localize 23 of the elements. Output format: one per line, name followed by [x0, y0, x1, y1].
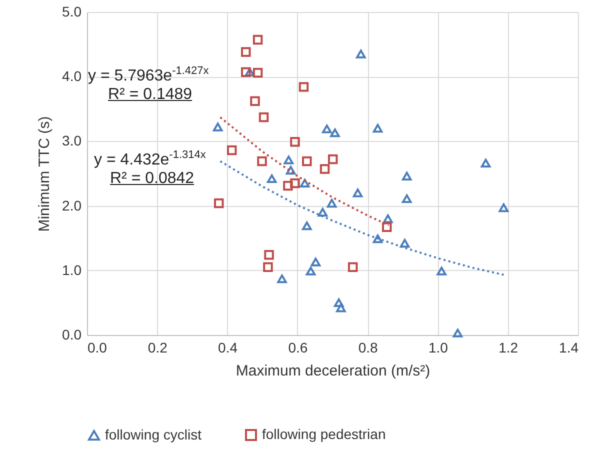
y-tick-label: 5.0 — [62, 4, 82, 20]
y-tick-label: 0.0 — [62, 326, 82, 342]
annotation: y = 4.432e$^{-1.314x}$ — [94, 148, 206, 170]
legend-label: following pedestrian — [262, 426, 386, 442]
x-tick-label: 1.4 — [559, 340, 579, 356]
annotation: R² = 0.0842 — [110, 170, 194, 188]
x-tick-label: 0.6 — [288, 340, 308, 356]
line-series — [219, 160, 506, 276]
x-tick-label: 0.0 — [88, 340, 108, 356]
y-axis-title: Minimum TTC (s) — [36, 116, 54, 232]
legend-label: following cyclist — [105, 426, 202, 442]
y-tick-label: 1.0 — [62, 262, 82, 278]
x-tick-label: 1.0 — [428, 340, 448, 356]
x-tick-label: 0.8 — [358, 340, 378, 356]
y-tick-label: 3.0 — [62, 132, 82, 149]
x-tick-label: 0.4 — [218, 340, 238, 356]
annotation: R² = 0.1489 — [108, 86, 192, 104]
x-tick-label: 1.2 — [498, 340, 518, 356]
x-axis-title: Maximum deceleration (m/s²) — [236, 362, 430, 380]
y-tick-label: 4.0 — [62, 68, 82, 84]
y-tick-label: 2.0 — [62, 197, 82, 214]
x-tick-label: 0.2 — [148, 340, 168, 356]
annotation: y = 5.7963e$^{-1.427x}$ — [88, 64, 209, 86]
